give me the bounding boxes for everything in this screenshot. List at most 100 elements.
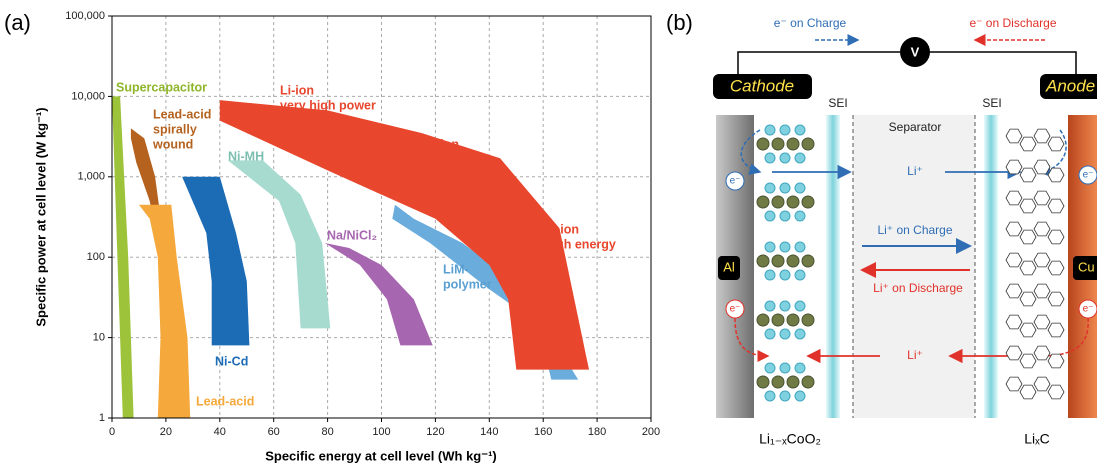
graphite-ring xyxy=(1034,222,1050,236)
charge-flow-label: Li⁺ on Charge xyxy=(877,223,952,237)
graphite-ring xyxy=(1048,292,1064,306)
x-tick-label: 180 xyxy=(588,426,606,438)
graphite-ring xyxy=(1020,261,1036,275)
lithium-ion xyxy=(765,153,775,163)
graphite-ring xyxy=(1048,230,1064,244)
graphite-ring xyxy=(1006,346,1022,360)
lithium-ion xyxy=(795,301,805,311)
cobalt-oxide xyxy=(802,376,814,388)
cathode-label: Cathode xyxy=(730,76,794,95)
cobalt-oxide xyxy=(772,314,784,326)
region-label: wound xyxy=(152,137,193,151)
cobalt-oxide xyxy=(802,196,814,208)
graphite-ring xyxy=(1048,323,1064,337)
anode-label: Anode xyxy=(1045,76,1095,95)
graphite-ring xyxy=(1006,191,1022,205)
lithium-ion xyxy=(765,211,775,221)
region-label: Na/NiCl₂ xyxy=(327,228,377,242)
region xyxy=(182,177,249,346)
graphite-ring xyxy=(1048,261,1064,275)
x-tick-label: 80 xyxy=(321,426,333,438)
cobalt-oxide xyxy=(787,138,799,150)
sei-label: SEI xyxy=(828,96,847,110)
lithium-ion xyxy=(780,153,790,163)
lithium-ion xyxy=(765,242,775,252)
sei-layer xyxy=(984,115,998,418)
y-tick-label: 1 xyxy=(99,412,105,424)
y-tick-label: 100,000 xyxy=(65,10,105,22)
graphite-ring xyxy=(1048,385,1064,399)
region-label: Lead-acid xyxy=(196,394,254,408)
graphite-ring xyxy=(1020,354,1036,368)
cobalt-oxide xyxy=(757,314,769,326)
x-tick-label: 100 xyxy=(372,426,390,438)
anode-material: LiₓC xyxy=(1024,431,1050,447)
region-label: very high power xyxy=(280,98,376,112)
cobalt-oxide xyxy=(802,255,814,267)
region-label: high power xyxy=(425,152,492,166)
graphite-ring xyxy=(1020,137,1036,151)
cobalt-oxide xyxy=(757,196,769,208)
lithium-ion xyxy=(780,363,790,373)
x-tick-label: 20 xyxy=(160,426,172,438)
lithium-ion xyxy=(765,183,775,193)
graphite-ring xyxy=(1034,315,1050,329)
li-label: Li⁺ xyxy=(907,164,923,178)
x-tick-label: 0 xyxy=(109,426,115,438)
electron-label: e⁻ xyxy=(730,176,741,187)
graphite-ring xyxy=(1048,199,1064,213)
graphite-ring xyxy=(1034,129,1050,143)
graphite-ring xyxy=(1034,191,1050,205)
graphite-ring xyxy=(1034,346,1050,360)
region-label: LiM- xyxy=(443,262,469,276)
electron-label: e⁻ xyxy=(730,304,741,315)
lithium-ion xyxy=(780,242,790,252)
x-tick-label: 200 xyxy=(642,426,660,438)
lithium-ion xyxy=(780,125,790,135)
y-tick-label: 100 xyxy=(87,251,105,263)
cobalt-oxide xyxy=(802,138,814,150)
region xyxy=(325,243,433,345)
graphite-ring xyxy=(1020,168,1036,182)
electron-label: e⁻ xyxy=(1083,304,1094,315)
graphite-ring xyxy=(1020,323,1036,337)
graphite-ring xyxy=(1034,284,1050,298)
y-tick-label: 10,000 xyxy=(71,90,105,102)
region-label: polymer xyxy=(443,277,492,291)
electron-label: e⁻ xyxy=(1083,170,1094,181)
x-tick-label: 160 xyxy=(534,426,552,438)
graphite-ring xyxy=(1048,137,1064,151)
lithium-ion xyxy=(780,329,790,339)
separator-label: Separator xyxy=(889,120,942,134)
y-tick-label: 10 xyxy=(93,332,105,344)
x-tick-label: 140 xyxy=(480,426,498,438)
cobalt-oxide xyxy=(772,376,784,388)
graphite-ring xyxy=(1034,253,1050,267)
cobalt-oxide xyxy=(757,138,769,150)
y-tick-label: 1,000 xyxy=(77,171,105,183)
graphite-ring xyxy=(1020,199,1036,213)
lithium-ion xyxy=(765,301,775,311)
discharge-label: e⁻ on Discharge xyxy=(969,16,1056,30)
wire xyxy=(738,52,900,75)
cathode-material: Li₁₋ₓCoO₂ xyxy=(759,431,821,447)
separator-region xyxy=(853,115,975,418)
charge-label: e⁻ on Charge xyxy=(774,16,847,30)
x-tick-label: 60 xyxy=(268,426,280,438)
region-label: Ni-MH xyxy=(228,149,264,163)
li-label: Li⁺ xyxy=(907,348,923,362)
graphite-ring xyxy=(1034,377,1050,391)
graphite-ring xyxy=(1020,292,1036,306)
panel-label: (a) xyxy=(4,10,31,35)
lithium-ion xyxy=(765,125,775,135)
lithium-ion xyxy=(795,270,805,280)
lithium-ion xyxy=(780,301,790,311)
lithium-ion xyxy=(765,363,775,373)
graphite-ring xyxy=(1006,129,1022,143)
x-tick-label: 40 xyxy=(214,426,226,438)
graphite-ring xyxy=(1006,315,1022,329)
cobalt-oxide xyxy=(787,314,799,326)
lithium-ion xyxy=(795,211,805,221)
lithium-ion xyxy=(795,183,805,193)
